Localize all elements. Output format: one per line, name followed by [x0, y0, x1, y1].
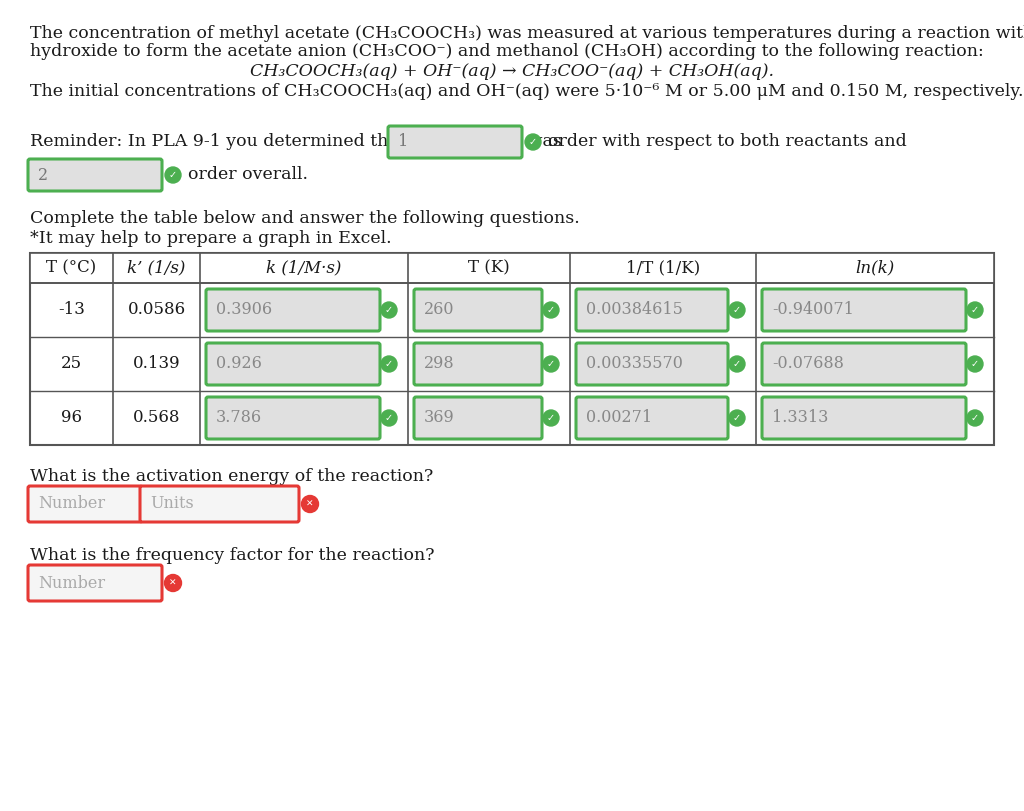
Text: ✓: ✓: [385, 305, 393, 315]
Text: ✓: ✓: [971, 359, 979, 369]
Text: ✓: ✓: [733, 359, 741, 369]
Text: ✓: ✓: [529, 137, 537, 147]
Text: 0.3906: 0.3906: [216, 302, 272, 319]
FancyBboxPatch shape: [388, 126, 522, 158]
Text: 0.00271: 0.00271: [586, 410, 652, 427]
Text: ✓: ✓: [971, 305, 979, 315]
Text: ✓: ✓: [547, 359, 555, 369]
Text: 2: 2: [38, 166, 48, 183]
Text: 0.926: 0.926: [216, 355, 262, 372]
Text: *It may help to prepare a graph in Excel.: *It may help to prepare a graph in Excel…: [30, 230, 391, 247]
Text: 369: 369: [424, 410, 455, 427]
Text: 0.568: 0.568: [133, 410, 180, 427]
Text: ✓: ✓: [971, 413, 979, 423]
FancyBboxPatch shape: [575, 397, 728, 439]
Circle shape: [301, 496, 318, 513]
Text: 1/T (1/K): 1/T (1/K): [626, 260, 700, 277]
Text: Complete the table below and answer the following questions.: Complete the table below and answer the …: [30, 210, 580, 227]
Circle shape: [729, 302, 745, 318]
Text: ✓: ✓: [547, 305, 555, 315]
Circle shape: [381, 410, 397, 426]
FancyBboxPatch shape: [28, 486, 142, 522]
Text: k’ (1/s): k’ (1/s): [127, 260, 185, 277]
Text: What is the activation energy of the reaction?: What is the activation energy of the rea…: [30, 468, 433, 485]
Text: 25: 25: [61, 355, 82, 372]
Bar: [30, 253, 994, 445]
Text: ✕: ✕: [306, 500, 313, 508]
FancyBboxPatch shape: [28, 565, 162, 601]
Text: What is the frequency factor for the reaction?: What is the frequency factor for the rea…: [30, 547, 434, 564]
FancyBboxPatch shape: [414, 289, 542, 331]
Text: Units: Units: [150, 496, 194, 513]
Circle shape: [967, 302, 983, 318]
Text: ✕: ✕: [169, 578, 177, 587]
Text: hydroxide to form the acetate anion (CH₃COO⁻) and methanol (CH₃OH) according to : hydroxide to form the acetate anion (CH₃…: [30, 43, 984, 60]
FancyBboxPatch shape: [762, 343, 966, 385]
Text: -0.07688: -0.07688: [772, 355, 844, 372]
Text: 1.3313: 1.3313: [772, 410, 828, 427]
Circle shape: [543, 356, 559, 372]
Text: ✓: ✓: [169, 170, 177, 180]
FancyBboxPatch shape: [762, 289, 966, 331]
Text: 0.00335570: 0.00335570: [586, 355, 683, 372]
FancyBboxPatch shape: [140, 486, 299, 522]
Circle shape: [967, 356, 983, 372]
Circle shape: [165, 574, 181, 591]
Text: ✓: ✓: [733, 305, 741, 315]
Text: -0.940071: -0.940071: [772, 302, 854, 319]
Circle shape: [729, 356, 745, 372]
Text: 260: 260: [424, 302, 455, 319]
Text: ✓: ✓: [547, 413, 555, 423]
Text: Number: Number: [38, 574, 105, 591]
FancyBboxPatch shape: [575, 343, 728, 385]
Text: 0.00384615: 0.00384615: [586, 302, 683, 319]
Text: -13: -13: [58, 302, 85, 319]
FancyBboxPatch shape: [414, 343, 542, 385]
Circle shape: [967, 410, 983, 426]
FancyBboxPatch shape: [762, 397, 966, 439]
Circle shape: [525, 134, 541, 150]
Circle shape: [729, 410, 745, 426]
Circle shape: [381, 356, 397, 372]
Text: ln(k): ln(k): [855, 260, 895, 277]
Text: k (1/M·s): k (1/M·s): [266, 260, 342, 277]
Text: order with respect to both reactants and: order with respect to both reactants and: [548, 133, 906, 150]
Bar: [30, 253, 994, 283]
Text: ✓: ✓: [385, 359, 393, 369]
Text: ✓: ✓: [385, 413, 393, 423]
Text: 0.139: 0.139: [133, 355, 180, 372]
Text: 298: 298: [424, 355, 455, 372]
Text: T (K): T (K): [468, 260, 510, 277]
FancyBboxPatch shape: [575, 289, 728, 331]
FancyBboxPatch shape: [206, 397, 380, 439]
Text: 1: 1: [398, 134, 409, 151]
FancyBboxPatch shape: [414, 397, 542, 439]
Text: order overall.: order overall.: [188, 166, 308, 183]
Text: Number: Number: [38, 496, 105, 513]
Text: The concentration of methyl acetate (CH₃COOCH₃) was measured at various temperat: The concentration of methyl acetate (CH₃…: [30, 25, 1024, 42]
Circle shape: [165, 167, 181, 183]
Text: ✓: ✓: [733, 413, 741, 423]
Circle shape: [381, 302, 397, 318]
Text: The initial concentrations of CH₃COOCH₃(aq) and OH⁻(aq) were 5·10⁻⁶ M or 5.00 μM: The initial concentrations of CH₃COOCH₃(…: [30, 83, 1024, 100]
Text: Reminder: In PLA 9-1 you determined that this reaction was: Reminder: In PLA 9-1 you determined that…: [30, 133, 562, 150]
Text: 3.786: 3.786: [216, 410, 262, 427]
Text: 0.0586: 0.0586: [127, 302, 185, 319]
Text: 96: 96: [61, 410, 82, 427]
FancyBboxPatch shape: [28, 159, 162, 191]
Text: CH₃COOCH₃(aq) + OH⁻(aq) → CH₃COO⁻(aq) + CH₃OH(aq).: CH₃COOCH₃(aq) + OH⁻(aq) → CH₃COO⁻(aq) + …: [250, 63, 774, 80]
Circle shape: [543, 410, 559, 426]
FancyBboxPatch shape: [206, 289, 380, 331]
FancyBboxPatch shape: [206, 343, 380, 385]
Text: T (°C): T (°C): [46, 260, 96, 277]
Circle shape: [543, 302, 559, 318]
